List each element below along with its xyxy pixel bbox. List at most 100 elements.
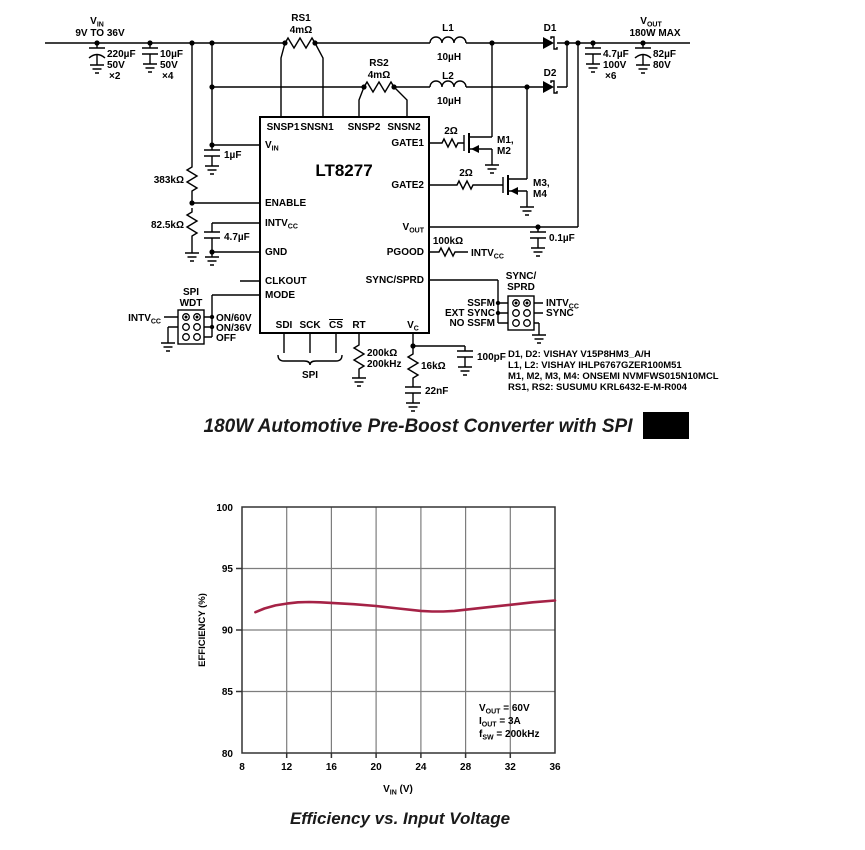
junction-dots	[94, 40, 646, 349]
svg-text:0.1µF: 0.1µF	[549, 233, 575, 244]
svg-text:SYNC/: SYNC/	[506, 271, 537, 282]
inductor-l2: L2 10µH	[429, 71, 467, 107]
svg-text:100kΩ: 100kΩ	[433, 236, 463, 247]
efficiency-chart: 100 95 90 85 80 8 12 16 20 24 28 32 36 E…	[197, 503, 561, 828]
svg-text:82.5kΩ: 82.5kΩ	[151, 220, 184, 231]
sync-intvcc-label: INTVCC	[546, 298, 579, 311]
mosfet-m1-m2: M1, M2	[463, 133, 514, 174]
plot-border	[241, 506, 556, 754]
mosfet-m3-m4: M3, M4	[502, 175, 550, 216]
xtick: 24	[415, 762, 427, 773]
pin-intvcc: INTVCC	[265, 218, 298, 231]
output-cap-4_7uf: 4.7µF 100V ×6	[584, 42, 629, 82]
svg-text:SPI: SPI	[183, 287, 199, 298]
ytick: 95	[222, 564, 234, 575]
svg-text:L1: L1	[442, 23, 454, 34]
xtick: 20	[371, 762, 383, 773]
svg-text:D1: D1	[544, 23, 557, 34]
pin-sync-sprd: SYNC/SPRD	[366, 275, 424, 286]
svg-text:RS1: RS1	[291, 13, 311, 24]
pin-gnd: GND	[265, 247, 287, 258]
pin-sdi: SDI	[276, 320, 293, 331]
svg-text:100pF: 100pF	[477, 352, 506, 363]
xtick: 36	[549, 762, 561, 773]
svg-text:50V: 50V	[107, 60, 125, 71]
xtick: 28	[460, 762, 472, 773]
svg-text:2Ω: 2Ω	[459, 168, 473, 179]
input-cap-220uf: 220µF 50V ×2	[88, 42, 136, 82]
pin-gate1: GATE1	[391, 138, 424, 149]
bom-notes: D1, D2: VISHAY V15P8HM3_A/H L1, L2: VISH…	[508, 349, 719, 393]
vin-range-label: 9V TO 36V	[75, 28, 125, 39]
ic-body	[259, 116, 430, 334]
schematic-title: 180W Automotive Pre-Boost Converter with…	[204, 416, 634, 437]
output-cap-82uf: 82µF 80V	[634, 42, 676, 74]
svg-text:16kΩ: 16kΩ	[421, 361, 446, 372]
svg-text:IOUT = 3A: IOUT = 3A	[479, 716, 521, 729]
svg-text:D1, D2: VISHAY V15P8HM3_A/H: D1, D2: VISHAY V15P8HM3_A/H	[508, 349, 651, 360]
chart-caption: Efficiency vs. Input Voltage	[290, 809, 510, 828]
svg-text:10µH: 10µH	[437, 96, 461, 107]
svg-text:22nF: 22nF	[425, 386, 448, 397]
svg-text:2Ω: 2Ω	[444, 126, 458, 137]
pgood-pullup: 100kΩ INTVCC	[433, 236, 504, 261]
diode-d1: D1	[542, 23, 558, 50]
pin-enable: ENABLE	[265, 198, 306, 209]
svg-text:EXT SYNC: EXT SYNC	[445, 308, 495, 319]
svg-text:NO SSFM: NO SSFM	[449, 318, 495, 329]
vin-bypass-cap: 1µF	[203, 144, 241, 175]
svg-text:×6: ×6	[605, 71, 617, 82]
svg-text:10µF: 10µF	[160, 49, 183, 60]
pin-rt: RT	[352, 320, 365, 331]
intvcc-cap: 4.7µF	[203, 226, 250, 266]
svg-text:1µF: 1µF	[224, 150, 241, 161]
xtick: 8	[239, 762, 245, 773]
svg-text:×2: ×2	[109, 71, 121, 82]
logo-redacted-box	[643, 412, 689, 439]
enable-divider: 383kΩ 82.5kΩ	[151, 162, 200, 262]
pin-vin: VIN	[265, 140, 279, 153]
svg-text:×4: ×4	[162, 71, 174, 82]
svg-text:M3,: M3,	[533, 178, 550, 189]
vout-max-label: 180W MAX	[629, 28, 680, 39]
svg-text:SPRD: SPRD	[507, 282, 535, 293]
x-axis-label: VIN (V)	[383, 784, 413, 797]
rt-network: 200kΩ 200kHz	[351, 340, 401, 387]
svg-text:ON/36V: ON/36V	[216, 323, 252, 334]
svg-text:D2: D2	[544, 68, 557, 79]
input-cap-10uf: 10µF 50V ×4	[141, 42, 183, 82]
pin-snsp2: SNSP2	[348, 122, 381, 133]
pin-pgood: PGOOD	[387, 247, 424, 258]
svg-text:L1, L2: VISHAY IHLP6767GZER100: L1, L2: VISHAY IHLP6767GZER100M51	[508, 360, 682, 371]
svg-text:200kHz: 200kHz	[367, 359, 401, 370]
pin-snsn1: SNSN1	[300, 122, 334, 133]
pin-clkout: CLKOUT	[265, 276, 307, 287]
svg-text:M1, M2, M3, M4: ONSEMI NVMFWS0: M1, M2, M3, M4: ONSEMI NVMFWS015N10MCL	[508, 371, 719, 382]
ytick: 85	[222, 687, 234, 698]
schematic-wires	[45, 42, 690, 353]
ytick: 100	[216, 503, 233, 514]
pin-cs: CS	[329, 320, 343, 331]
diode-d2: D2	[542, 68, 558, 94]
vout-rail-label: VOUT	[640, 16, 662, 29]
svg-text:4mΩ: 4mΩ	[368, 70, 390, 81]
chart-ticks	[236, 567, 512, 758]
ic-name: LT8277	[315, 161, 372, 180]
svg-text:4.7µF: 4.7µF	[224, 232, 250, 243]
ytick: 90	[222, 626, 234, 637]
inductor-l1: L1 10µH	[429, 23, 467, 63]
svg-text:SYNC: SYNC	[546, 308, 574, 319]
svg-text:M1,: M1,	[497, 135, 514, 146]
svg-text:M2: M2	[497, 146, 511, 157]
svg-text:100V: 100V	[603, 60, 627, 71]
svg-text:RS2: RS2	[369, 58, 389, 69]
svg-text:10µH: 10µH	[437, 52, 461, 63]
svg-text:80V: 80V	[653, 60, 671, 71]
pin-mode: MODE	[265, 290, 295, 301]
pin-vout: VOUT	[403, 222, 425, 235]
pin-gate2: GATE2	[391, 180, 424, 191]
xtick: 12	[281, 762, 293, 773]
vc-compensation: 16kΩ 22nF 100pF	[404, 345, 506, 412]
svg-text:INTVCC: INTVCC	[471, 248, 504, 261]
